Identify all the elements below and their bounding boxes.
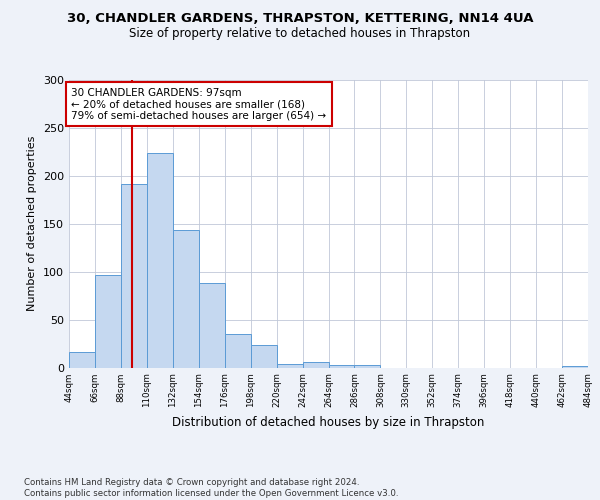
Bar: [199, 283, 224, 368]
Bar: [251, 344, 277, 368]
Bar: [355, 364, 380, 368]
Text: Size of property relative to detached houses in Thrapston: Size of property relative to detached ho…: [130, 28, 470, 40]
Bar: [147, 153, 173, 368]
Bar: [224, 334, 251, 368]
Bar: [562, 366, 588, 368]
Bar: [121, 184, 147, 368]
Bar: [277, 364, 302, 368]
Bar: [329, 364, 355, 368]
Bar: [173, 230, 199, 368]
Bar: [69, 352, 95, 368]
X-axis label: Distribution of detached houses by size in Thrapston: Distribution of detached houses by size …: [172, 416, 485, 428]
Y-axis label: Number of detached properties: Number of detached properties: [28, 136, 37, 312]
Bar: [302, 362, 329, 368]
Bar: [95, 274, 121, 368]
Text: 30, CHANDLER GARDENS, THRAPSTON, KETTERING, NN14 4UA: 30, CHANDLER GARDENS, THRAPSTON, KETTERI…: [67, 12, 533, 26]
Text: Contains HM Land Registry data © Crown copyright and database right 2024.
Contai: Contains HM Land Registry data © Crown c…: [24, 478, 398, 498]
Text: 30 CHANDLER GARDENS: 97sqm
← 20% of detached houses are smaller (168)
79% of sem: 30 CHANDLER GARDENS: 97sqm ← 20% of deta…: [71, 88, 326, 121]
